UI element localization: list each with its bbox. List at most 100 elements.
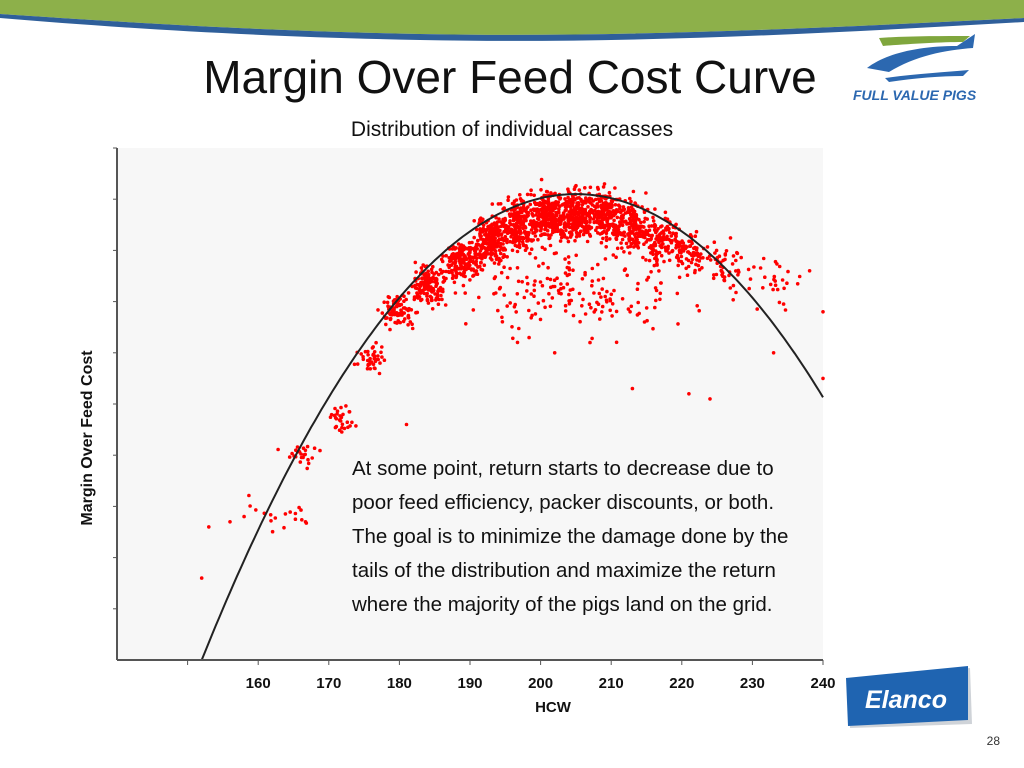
data-point: [496, 238, 501, 243]
data-point: [645, 238, 650, 242]
data-point: [699, 256, 703, 260]
data-point: [601, 185, 606, 189]
data-point: [628, 196, 632, 201]
data-point: [626, 221, 630, 226]
data-point: [490, 228, 494, 232]
data-point: [728, 286, 733, 290]
data-point: [583, 219, 587, 224]
data-point: [612, 212, 617, 216]
data-point: [611, 253, 616, 257]
data-point: [355, 362, 360, 366]
data-point: [328, 415, 333, 420]
data-point: [667, 258, 672, 263]
data-point: [588, 340, 592, 345]
data-point: [470, 255, 474, 260]
data-point: [532, 208, 537, 213]
data-point: [365, 366, 370, 371]
data-point: [293, 517, 298, 521]
data-point: [690, 257, 695, 262]
data-point: [595, 202, 599, 206]
data-point: [565, 236, 569, 240]
data-point: [563, 197, 567, 201]
data-point: [590, 336, 594, 341]
data-point: [461, 257, 466, 262]
data-point: [373, 359, 378, 364]
data-point: [529, 188, 533, 192]
data-point: [472, 235, 477, 240]
data-point: [675, 253, 680, 258]
data-point: [557, 207, 561, 211]
data-point: [533, 279, 537, 283]
data-point: [559, 286, 563, 291]
data-point: [783, 308, 788, 312]
data-point: [613, 232, 618, 237]
data-point: [596, 278, 601, 282]
data-point: [393, 320, 397, 325]
data-point: [631, 214, 636, 218]
data-point: [647, 258, 652, 263]
data-point: [534, 220, 539, 225]
data-point: [421, 263, 426, 267]
data-point: [595, 185, 600, 190]
data-point: [511, 336, 515, 341]
data-point: [431, 275, 435, 280]
data-point: [624, 241, 629, 246]
data-point: [693, 251, 698, 256]
data-point: [610, 314, 614, 318]
data-point: [402, 299, 406, 304]
data-point: [583, 273, 587, 277]
data-point: [475, 247, 480, 251]
data-point: [502, 238, 507, 242]
data-point: [498, 285, 503, 290]
plot-area-background: [117, 148, 823, 660]
data-point: [608, 237, 612, 241]
data-point: [610, 203, 614, 208]
data-point: [588, 185, 593, 190]
data-point: [708, 258, 713, 262]
data-point: [548, 221, 553, 226]
data-point: [297, 505, 301, 510]
data-point: [539, 188, 543, 192]
data-point: [530, 212, 535, 217]
data-point: [576, 201, 581, 206]
data-point: [510, 325, 514, 329]
data-point: [406, 308, 411, 313]
data-point: [503, 224, 508, 228]
data-point: [594, 228, 598, 232]
data-point: [607, 212, 611, 217]
data-point: [518, 210, 523, 215]
data-point: [447, 265, 452, 270]
data-point: [339, 415, 344, 420]
data-point: [419, 298, 423, 303]
data-point: [472, 248, 477, 253]
data-point: [639, 224, 644, 229]
data-point: [459, 252, 464, 257]
data-point: [453, 266, 458, 271]
data-point: [526, 235, 530, 240]
data-point: [567, 292, 571, 297]
y-axis-ticks: [113, 147, 117, 610]
data-point: [268, 513, 273, 517]
data-point: [500, 246, 504, 250]
data-point: [546, 213, 550, 218]
data-point: [601, 276, 606, 281]
data-point: [543, 247, 547, 251]
data-point: [681, 249, 686, 253]
data-point: [502, 220, 506, 224]
data-point: [493, 275, 498, 279]
data-point: [777, 300, 782, 305]
data-point: [508, 301, 512, 305]
data-point: [532, 283, 536, 287]
data-point: [513, 207, 517, 212]
data-point: [490, 222, 494, 227]
data-point: [434, 298, 438, 302]
data-point: [580, 304, 584, 308]
data-point: [604, 298, 609, 303]
data-point: [605, 208, 609, 212]
data-point: [694, 248, 699, 252]
data-point: [575, 196, 580, 200]
data-point: [468, 278, 472, 282]
data-point: [595, 300, 599, 305]
data-point: [376, 308, 380, 312]
data-point: [676, 263, 680, 268]
